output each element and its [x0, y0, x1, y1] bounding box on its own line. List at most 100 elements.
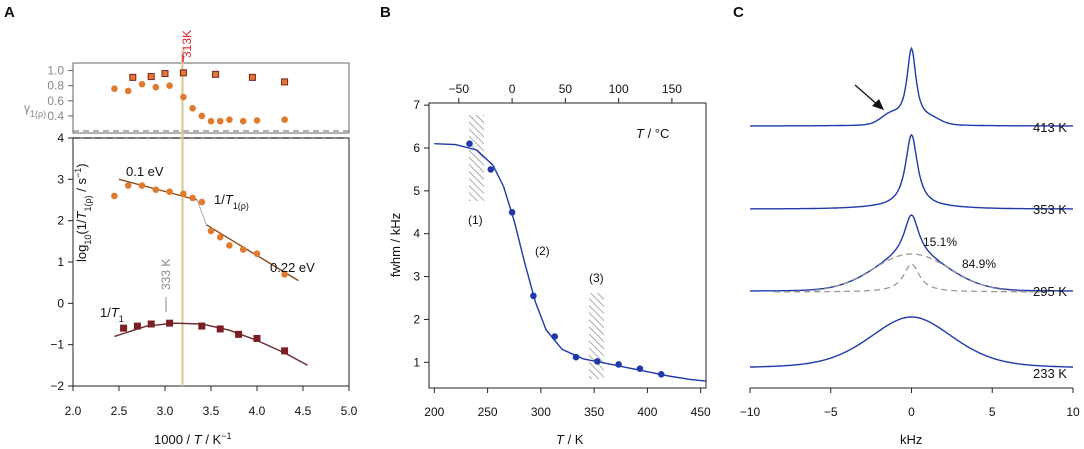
ea-high-label: 0.22 eV: [270, 260, 315, 275]
c-spectrum-413k: [750, 46, 1073, 127]
b-xtick-label: 450: [691, 405, 711, 419]
a-rate-circle-point: [111, 192, 118, 200]
a-rates-ytick-label: 3: [57, 172, 64, 186]
b-xtick-label: 400: [637, 405, 657, 419]
gamma-ylabel: γ1(ρ): [24, 101, 46, 119]
a-gamma-square-point: [248, 73, 256, 81]
panel-label-b: B: [380, 4, 391, 21]
b-xtick-label: 200: [424, 405, 444, 419]
a-rate-square-point: [281, 347, 289, 355]
a-gamma-square-point: [147, 73, 155, 81]
a-gamma-circle-point: [166, 82, 173, 89]
a-gamma-circle-point: [189, 105, 196, 112]
b-top-xtick-label: 50: [559, 82, 573, 96]
label-t1: 1/T1: [100, 305, 124, 324]
a-gamma-ytick-label: 0.6: [47, 94, 64, 108]
panel-b-ylabel: fwhm / kHz: [388, 213, 403, 277]
a-gamma-ytick-label: 0.8: [47, 79, 64, 93]
c-xtick-label: −10: [740, 405, 761, 419]
spectrum-label-233: 233 K: [1033, 366, 1067, 381]
spectrum-label-295: 295 K: [1033, 284, 1067, 299]
label-t1rho: 1/T1(ρ): [214, 192, 249, 211]
c-xtick-label: 0: [908, 405, 915, 419]
b-fwhm-point: [657, 370, 665, 378]
a-xtick-label: 2.5: [111, 404, 128, 418]
b-xtick-label: 350: [584, 405, 604, 419]
panel-label-c: C: [733, 4, 744, 21]
b-top-xtick-label: 150: [662, 82, 682, 96]
c-component-broad: [774, 253, 1049, 293]
a-rate-circle-point: [138, 182, 146, 189]
panel-a: 2.0 2.5 3.0 3.5 4.0 4.5 5.0 0.40.60.81.0 −2 −1 0 1 2…: [24, 30, 358, 447]
b-ytick-label: 6: [413, 141, 420, 155]
b-ytick-label: 2: [413, 312, 420, 326]
b-top-xtick-label: −50: [449, 82, 470, 96]
a-rate-circle-point: [198, 198, 206, 206]
b-fwhm-point: [487, 166, 495, 173]
b-ytick-label: 1: [413, 355, 420, 369]
a-fit-T1-line: [114, 322, 308, 366]
c-xtick-label: 10: [1066, 405, 1080, 419]
a-xtick-label: 5.0: [341, 404, 358, 418]
a-gamma-circle-point: [207, 117, 215, 125]
a-rate-circle-point: [189, 194, 196, 202]
b-fwhm-point: [594, 358, 601, 365]
rates-ylabel: log10(1/T1(ρ) / s−1): [73, 163, 93, 262]
c-spectrum-233k: [750, 316, 1073, 368]
a-rate-square-point: [166, 319, 174, 327]
panel-a-xlabel: 1000 / T / K−1: [154, 431, 232, 447]
b-xtick-label: 300: [531, 405, 551, 419]
a-rate-circle-point: [152, 186, 160, 193]
a-rate-square-point: [235, 330, 243, 338]
region-2-label: (2): [535, 244, 550, 258]
b-fwhm-point: [572, 353, 580, 361]
panel-b-frame: [428, 102, 707, 389]
a-xtick-label: 3.0: [157, 404, 174, 418]
panel-a-top-frame: [72, 62, 350, 134]
a-xtick-label: 4.0: [249, 404, 266, 418]
spectrum-label-353: 353 K: [1033, 202, 1067, 217]
a-rates-ytick-label: −2: [50, 379, 64, 393]
a-rate-circle-point: [226, 242, 233, 249]
a-gamma-circle-point: [281, 116, 288, 123]
a-gamma-square-point: [212, 70, 220, 78]
a-rate-circle-point: [281, 271, 288, 278]
a-rate-square-point: [133, 322, 141, 330]
a-gamma-circle-point: [124, 87, 132, 95]
a-rate-square-point: [147, 320, 155, 328]
component-narrow-label: 15.1%: [923, 235, 957, 249]
b-ytick-label: 5: [413, 184, 420, 198]
a-rate-square-point: [198, 322, 206, 330]
region-1-label: (1): [468, 213, 483, 227]
a-xtick-label: 4.5: [295, 404, 312, 418]
a-gamma-square-point: [281, 78, 289, 86]
a-rate-circle-point: [253, 250, 261, 258]
region-1-hatch: [469, 115, 484, 201]
b-fwhm-point: [466, 140, 473, 148]
a-rates-ytick-label: 1: [57, 255, 64, 269]
a-gamma-circle-point: [180, 93, 187, 101]
b-xtick-label: 250: [478, 405, 498, 419]
a-gamma-circle-point: [198, 112, 206, 120]
a-xtick-label: 2.0: [65, 404, 82, 418]
b-fwhm-point: [530, 292, 537, 300]
a-gamma-square-point: [129, 73, 137, 81]
a-fit-connector: [196, 199, 207, 225]
a-gamma-circle-point: [138, 80, 146, 88]
a-rate-square-point: [216, 325, 224, 333]
spectrum-label-413: 413 K: [1033, 120, 1067, 135]
a-rate-circle-point: [180, 190, 187, 198]
a-gamma-circle-point: [226, 116, 233, 123]
b-ytick-label: 7: [413, 98, 420, 112]
b-top-xtick-label: 100: [609, 82, 629, 96]
ea-low-label: 0.1 eV: [126, 164, 164, 179]
a-rates-ytick-label: 2: [57, 214, 64, 228]
panel-b-xlabel: T / K: [556, 432, 584, 447]
b-ytick-label: 3: [413, 270, 420, 284]
a-rates-ytick-label: 4: [57, 131, 64, 145]
c-xtick-label: 5: [989, 405, 996, 419]
a-gamma-circle-point: [239, 117, 247, 125]
a-rate-circle-point: [216, 233, 224, 241]
a-rate-square-point: [253, 334, 261, 342]
marker-333k: 333 K: [159, 259, 173, 290]
